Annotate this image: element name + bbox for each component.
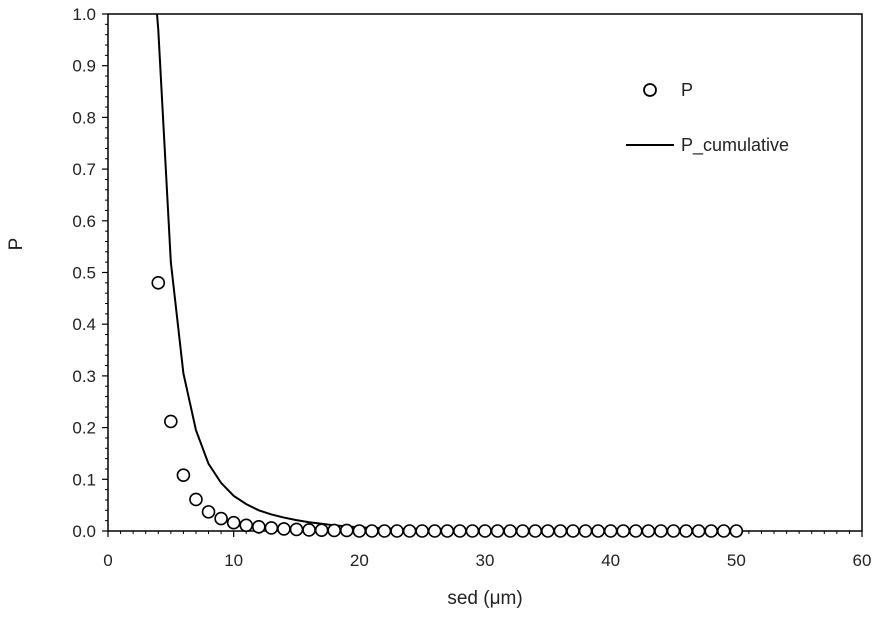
data-point-p — [553, 524, 568, 538]
x-tick-label: 30 — [476, 551, 495, 570]
y-axis-ticks: 0.0 0.1 0.2 0.3 0.4 0.5 0.6 0.7 0.8 0.9 1.0 — [72, 5, 108, 541]
data-point-p — [352, 524, 367, 538]
data-point-p — [302, 523, 316, 537]
data-point-p — [440, 524, 455, 538]
series-layer — [151, 13, 744, 538]
data-point-p — [377, 524, 392, 538]
data-point-p — [189, 492, 203, 507]
data-point-p — [327, 523, 342, 538]
data-point-p — [176, 468, 191, 482]
data-point-p — [402, 524, 417, 538]
y-tick-label: 0.6 — [72, 212, 96, 231]
data-point-p — [503, 524, 517, 538]
y-tick-label: 1.0 — [72, 5, 96, 24]
data-point-p — [277, 522, 291, 536]
y-tick-label: 0.7 — [72, 160, 96, 179]
data-point-p — [251, 520, 266, 534]
x-axis-title: sed (μm) — [447, 588, 522, 609]
x-tick-label: 60 — [853, 551, 872, 570]
data-point-p — [365, 524, 379, 538]
x-tick-label: 20 — [350, 551, 369, 570]
data-point-p — [239, 518, 254, 533]
x-tick-label: 10 — [224, 551, 243, 570]
data-point-p — [453, 524, 467, 538]
plot-area — [107, 13, 863, 532]
y-tick-label: 0.3 — [72, 367, 96, 386]
data-point-p — [704, 524, 719, 538]
data-point-p — [666, 524, 681, 538]
data-point-p — [566, 524, 580, 538]
data-point-p — [515, 524, 530, 538]
data-point-p — [164, 414, 178, 429]
data-point-p — [339, 523, 354, 538]
data-point-p — [289, 522, 304, 537]
data-point-p — [528, 524, 543, 538]
data-point-p — [264, 521, 279, 535]
data-point-p — [214, 511, 228, 526]
y-axis-title: P — [6, 238, 27, 251]
data-point-p — [541, 524, 555, 538]
y-tick-label: 0.4 — [72, 315, 96, 334]
y-tick-label: 0.8 — [72, 108, 96, 127]
legend: P P_cumulative — [626, 80, 789, 156]
data-point-p — [603, 524, 618, 538]
data-point-p — [226, 515, 241, 530]
data-point-p — [616, 524, 631, 538]
data-point-p — [314, 523, 329, 538]
x-tick-label: 50 — [727, 551, 746, 570]
data-point-p — [716, 524, 731, 538]
legend-label-p: P — [681, 80, 693, 100]
x-tick-label: 40 — [601, 551, 620, 570]
data-point-p — [415, 524, 429, 538]
y-tick-label: 0.1 — [72, 470, 96, 489]
data-point-p — [691, 524, 706, 538]
data-point-p — [427, 524, 442, 538]
data-point-p — [490, 524, 505, 538]
data-point-p — [729, 524, 744, 538]
data-point-p — [641, 524, 656, 538]
data-point-p — [654, 524, 668, 538]
data-point-p — [679, 524, 693, 538]
data-point-p — [591, 524, 605, 538]
data-point-p — [628, 524, 643, 538]
data-point-p — [465, 524, 480, 538]
y-tick-label: 0.9 — [72, 57, 96, 76]
data-point-p — [390, 524, 404, 538]
legend-label-p-cumulative: P_cumulative — [681, 135, 789, 156]
data-point-p — [578, 524, 593, 538]
x-tick-label: 0 — [103, 551, 112, 570]
data-point-p — [478, 524, 492, 538]
data-point-p — [151, 276, 166, 290]
y-tick-label: 0.5 — [72, 264, 96, 283]
data-point-p — [201, 505, 216, 519]
y-tick-label: 0.2 — [72, 419, 96, 438]
y-tick-label: 0.0 — [72, 522, 96, 541]
legend-marker-p — [643, 83, 657, 97]
